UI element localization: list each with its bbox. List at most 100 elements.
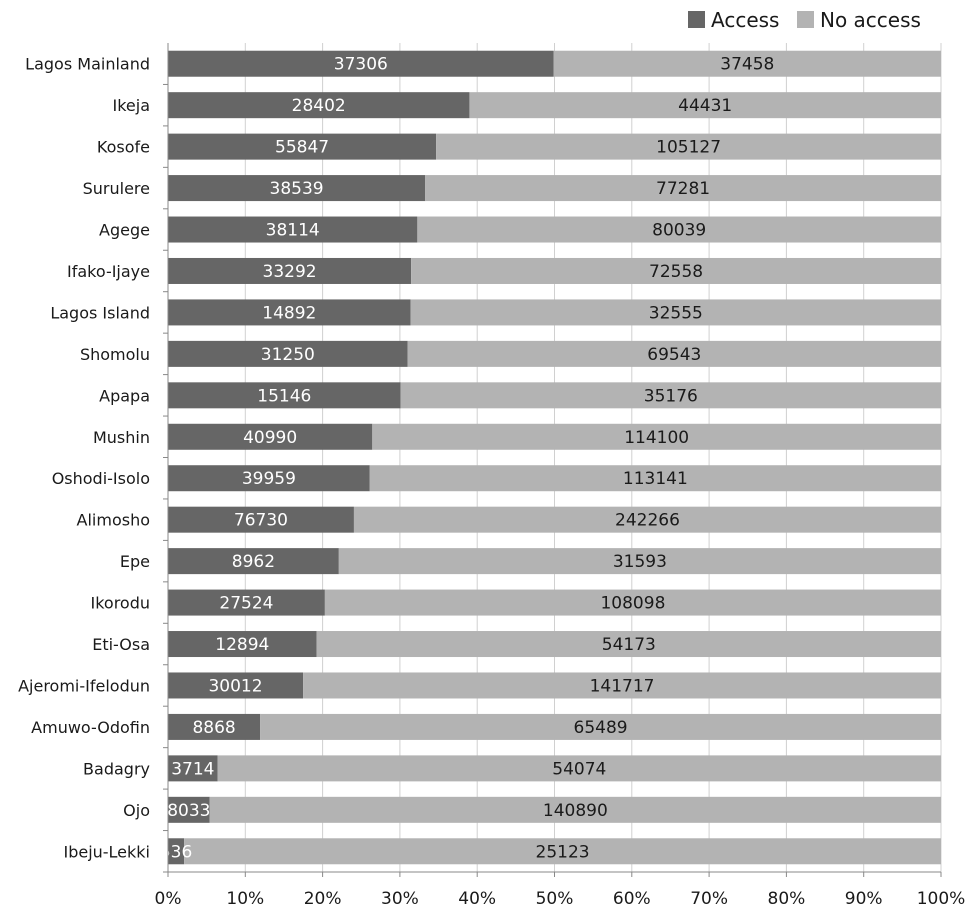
category-label: Ikorodu — [90, 594, 150, 613]
legend-swatch — [797, 11, 814, 28]
bar-access — [168, 589, 325, 616]
bar-access — [168, 672, 304, 699]
bar-access — [168, 50, 554, 77]
x-tick-label: 90% — [845, 889, 883, 909]
data-label: 40990 — [243, 428, 297, 448]
bar-no-access — [425, 175, 941, 202]
x-axis: 0% 10% 20% 30% 40% 50% 60% 70% 80% 90% 100% — [155, 871, 965, 909]
x-tick-label: 100% — [917, 889, 965, 909]
data-label: 141717 — [590, 676, 655, 696]
data-label: 31593 — [613, 552, 667, 572]
bar-no-access — [303, 672, 941, 699]
x-tick-label: 50% — [536, 889, 574, 909]
data-label: 8868 — [192, 718, 235, 738]
x-tick-label: 10% — [226, 889, 264, 909]
data-label: 65489 — [574, 718, 628, 738]
category-label: Lagos Mainland — [25, 55, 150, 74]
data-label: 37458 — [720, 55, 774, 75]
data-label: 55847 — [275, 138, 329, 158]
category-label: Badagry — [83, 759, 150, 778]
category-label: Apapa — [99, 386, 150, 405]
data-label: 15146 — [257, 386, 311, 406]
bar-no-access — [184, 838, 942, 865]
bar-no-access — [260, 713, 941, 740]
legend: Access No access — [688, 8, 921, 32]
y-axis: Lagos Mainland Ikeja Kosofe Surulere Agege If… — [18, 43, 169, 873]
data-label: 35176 — [644, 386, 698, 406]
bar-access — [168, 175, 426, 202]
data-label: 108098 — [600, 594, 665, 614]
bar-access — [168, 548, 339, 575]
data-label: 12894 — [215, 635, 269, 655]
data-label: 536 — [160, 842, 192, 862]
category-label: Ifako-Ijaye — [67, 262, 150, 281]
data-label: 76730 — [234, 511, 288, 531]
legend-label: No access — [820, 8, 921, 32]
data-label: 39959 — [242, 469, 296, 489]
data-label: 140890 — [543, 801, 608, 821]
data-label: 8962 — [232, 552, 275, 572]
bar-no-access — [316, 631, 941, 658]
data-label: 3714 — [171, 759, 214, 779]
category-label: Ojo — [123, 801, 150, 820]
category-label: Surulere — [83, 179, 150, 198]
x-tick-label: 70% — [690, 889, 728, 909]
category-label: Alimosho — [77, 511, 150, 530]
bar-no-access — [410, 299, 941, 326]
category-label: Amuwo-Odofin — [31, 718, 150, 737]
x-tick-label: 40% — [458, 889, 496, 909]
data-labels: 37306 37458 28402 44431 55847 105127 38539 7728… — [160, 55, 775, 863]
data-label: 77281 — [656, 179, 710, 199]
bar-no-access — [407, 340, 941, 367]
bar-no-access — [553, 50, 941, 77]
legend-swatch — [688, 11, 705, 28]
bar-no-access — [436, 133, 941, 160]
bar-access — [168, 92, 470, 119]
data-label: 80039 — [652, 221, 706, 241]
category-label: Mushin — [93, 428, 150, 447]
bar-no-access — [417, 216, 941, 243]
bar-access — [168, 838, 185, 865]
category-label: Ikeja — [112, 96, 150, 115]
category-label: Shomolu — [80, 345, 150, 364]
bar-access — [168, 133, 437, 160]
data-label: 37306 — [334, 55, 388, 75]
data-label: 8033 — [167, 801, 210, 821]
bar-access — [168, 796, 210, 823]
data-label: 33292 — [263, 262, 317, 282]
data-label: 30012 — [208, 676, 262, 696]
bar-access — [168, 631, 317, 658]
legend-label: Access — [711, 8, 779, 32]
bar-access — [168, 506, 354, 533]
x-tick-label: 20% — [304, 889, 342, 909]
category-label: Agege — [99, 221, 150, 240]
category-label: Lagos Island — [50, 303, 150, 322]
category-label: Ajeromi-Ifelodun — [18, 676, 150, 695]
bar-access — [168, 340, 408, 367]
data-label: 32555 — [649, 303, 703, 323]
x-tick-label: 80% — [768, 889, 806, 909]
x-tick-label: 30% — [381, 889, 419, 909]
bar-access — [168, 257, 412, 284]
bar-no-access — [338, 548, 941, 575]
bar-access — [168, 382, 401, 409]
data-label: 44431 — [678, 96, 732, 116]
bar-no-access — [411, 257, 941, 284]
bar-access — [168, 755, 218, 782]
bar-no-access — [372, 423, 941, 450]
data-label: 242266 — [615, 511, 680, 531]
data-label: 14892 — [262, 303, 316, 323]
data-label: 25123 — [536, 842, 590, 862]
data-label: 54173 — [602, 635, 656, 655]
bar-no-access — [469, 92, 941, 119]
bar-access — [168, 216, 418, 243]
data-label: 54074 — [552, 759, 606, 779]
bar-access — [168, 299, 411, 326]
x-tick-label: 60% — [613, 889, 651, 909]
data-label: 69543 — [647, 345, 701, 365]
data-label: 38114 — [266, 221, 320, 241]
bars — [168, 50, 942, 865]
bar-no-access — [400, 382, 942, 409]
data-label: 72558 — [649, 262, 703, 282]
